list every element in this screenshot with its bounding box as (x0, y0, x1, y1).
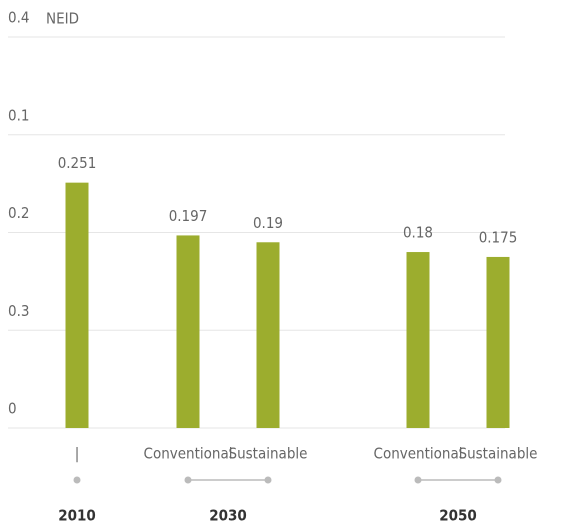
x-tick-label: Conventional (374, 445, 463, 463)
bar (256, 242, 280, 428)
group-dot (264, 476, 272, 484)
value-label: 0.19 (253, 214, 283, 232)
x-tick-label: Sustainable (229, 445, 308, 463)
group-dot (184, 476, 192, 484)
group-label: 2050 (439, 507, 477, 525)
value-label: 0.251 (58, 154, 97, 172)
group-dot (494, 476, 502, 484)
y-tick-label: 0.2 (8, 204, 29, 222)
y-axis-label: NEID (46, 10, 79, 28)
group-label: 2030 (209, 507, 247, 525)
value-label: 0.197 (169, 207, 208, 225)
bar (65, 182, 89, 428)
bar (176, 235, 200, 428)
value-label: 0.175 (479, 228, 518, 246)
y-tick-label: 0.4 (8, 9, 29, 27)
y-tick-label: 0.1 (8, 106, 29, 124)
value-label: 0.18 (403, 224, 433, 242)
x-tick-label: Sustainable (459, 445, 538, 463)
y-tick-label: 0.3 (8, 302, 29, 320)
group-label: 2010 (58, 507, 96, 525)
x-tick-label: | (75, 445, 80, 463)
x-tick-label: Conventional (144, 445, 233, 463)
group-dot (414, 476, 422, 484)
bar (406, 252, 430, 428)
bar (486, 256, 510, 428)
group-dot (73, 476, 81, 484)
y-tick-label: 0 (8, 400, 17, 418)
